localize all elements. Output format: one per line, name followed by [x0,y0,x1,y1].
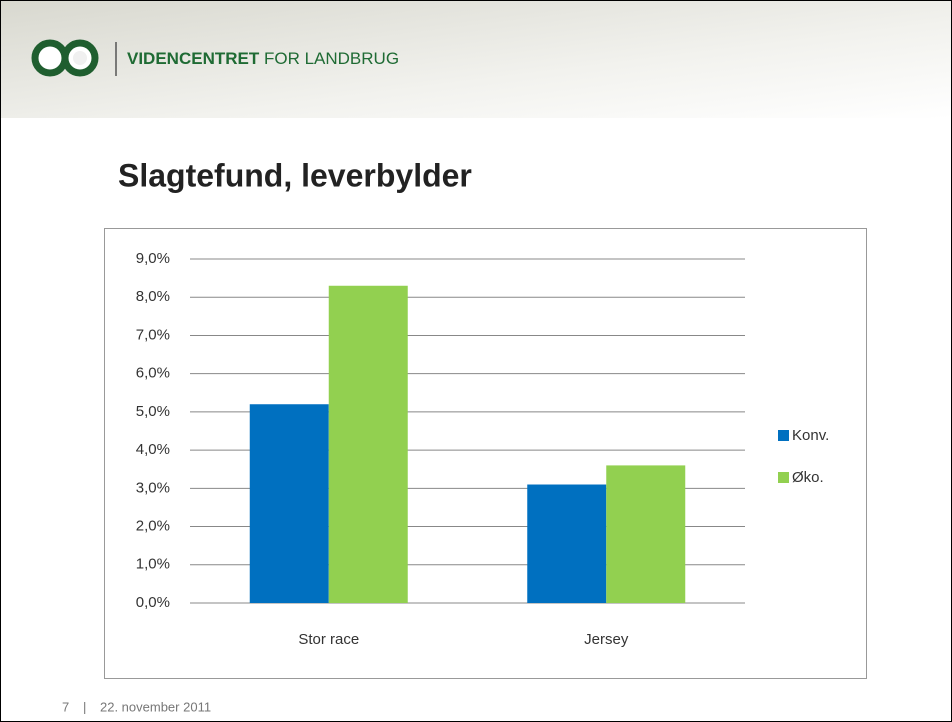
chart-frame [104,228,867,679]
bar [606,465,686,603]
y-tick-label: 6,0% [136,365,170,382]
logo [31,39,99,77]
y-tick-label: 7,0% [136,326,170,343]
y-tick-label: 9,0% [136,250,170,267]
y-tick-label: 8,0% [136,288,170,305]
bar [527,484,607,603]
y-tick-label: 5,0% [136,403,170,420]
legend-swatch [778,472,789,483]
brand-rest: FOR LANDBRUG [264,49,399,68]
brand: VIDENCENTRET FOR LANDBRUG [127,49,399,68]
legend-label: Konv. [792,427,829,444]
x-tick-label: Stor race [298,631,359,648]
bar [328,285,408,603]
chart-title: Slagtefund, leverbylder [118,157,472,193]
footer-separator: | [83,699,86,714]
bar [249,404,329,603]
y-tick-label: 0,0% [136,594,170,611]
footer-date: 22. november 2011 [100,699,211,714]
y-tick-label: 1,0% [136,556,170,573]
legend-label: Øko. [792,469,824,486]
y-tick-label: 3,0% [136,479,170,496]
y-tick-label: 4,0% [136,441,170,458]
brand-bold: VIDENCENTRET [127,49,260,68]
legend-swatch [778,430,789,441]
y-tick-label: 2,0% [136,518,170,535]
header-band [0,0,952,118]
page-number: 7 [62,699,69,714]
x-tick-label: Jersey [584,631,629,648]
